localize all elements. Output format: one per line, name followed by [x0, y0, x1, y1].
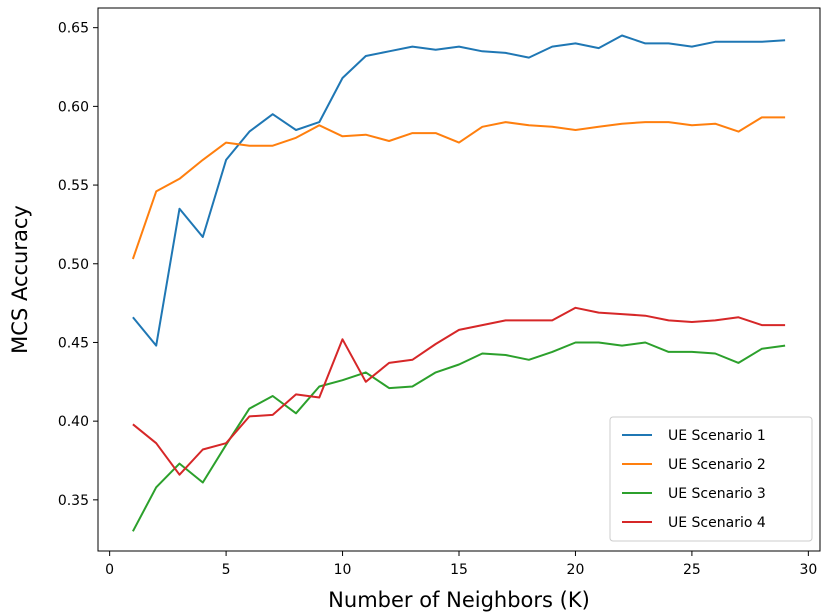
x-tick-label: 20: [567, 562, 585, 578]
legend: UE Scenario 1 UE Scenario 2 UE Scenario 3 U…: [609, 416, 813, 542]
x-tick-label: 0: [105, 562, 114, 578]
legend-label: UE Scenario 1: [668, 428, 766, 444]
y-tick-label: 0.45: [58, 335, 89, 351]
legend-label: UE Scenario 2: [668, 457, 766, 473]
x-tick-label: 5: [222, 562, 231, 578]
y-tick-label: 0.35: [58, 493, 89, 509]
y-tick-label: 0.60: [58, 99, 89, 115]
y-axis-label: MCS Accuracy: [8, 205, 32, 354]
y-tick-label: 0.65: [58, 21, 89, 37]
x-axis-ticks: 0 5 10 15 20 25 30: [105, 551, 817, 578]
x-tick-label: 25: [683, 562, 701, 578]
y-tick-label: 0.40: [58, 414, 89, 430]
x-tick-label: 30: [799, 562, 817, 578]
series-line-3: [132, 341, 786, 532]
x-tick-label: 10: [334, 562, 352, 578]
y-tick-label: 0.55: [58, 178, 89, 194]
legend-box: [609, 416, 813, 542]
series-line-4: [132, 306, 786, 476]
x-tick-label: 15: [450, 562, 468, 578]
series-line-2: [131, 116, 786, 260]
legend-label: UE Scenario 4: [668, 515, 766, 531]
y-axis-ticks: 0.35 0.40 0.45 0.50 0.55 0.60 0.65: [58, 21, 98, 509]
y-tick-label: 0.50: [58, 257, 89, 273]
series-line-1: [132, 34, 786, 347]
plot-lines: [131, 34, 786, 532]
legend-label: UE Scenario 3: [668, 486, 766, 502]
x-axis-label: Number of Neighbors (K): [328, 588, 590, 612]
